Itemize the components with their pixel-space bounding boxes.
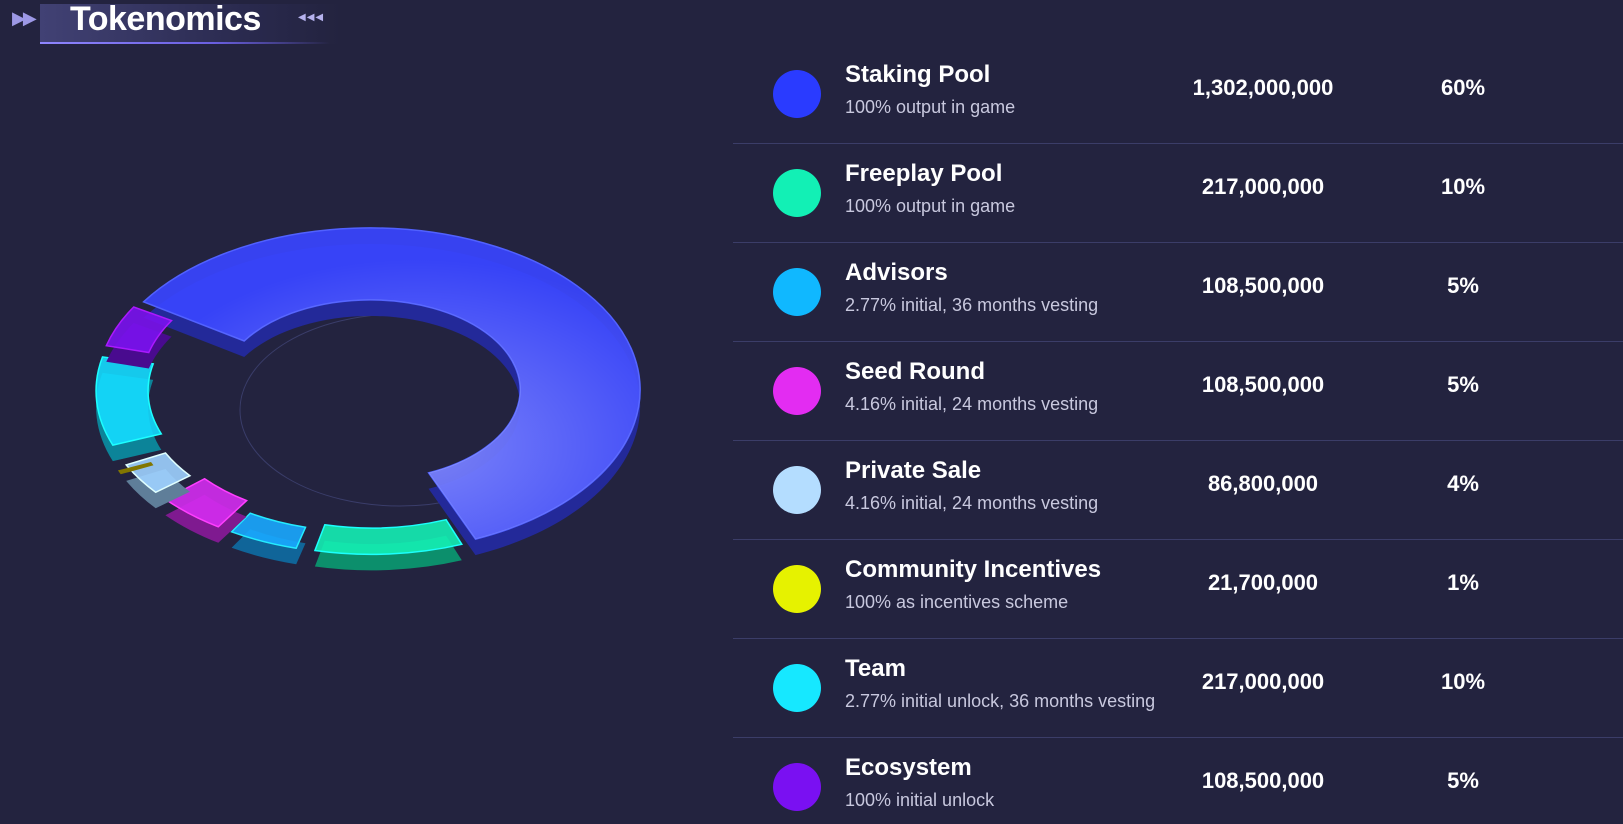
allocation-row: Private Sale 4.16% initial, 24 months ves… bbox=[733, 441, 1623, 540]
chart-slice bbox=[95, 356, 163, 462]
allocation-description: 100% initial unlock bbox=[845, 790, 995, 810]
slice-top bbox=[230, 512, 307, 550]
allocation-name: Seed Round bbox=[845, 358, 986, 385]
allocation-description: 100% as incentives scheme bbox=[845, 592, 1069, 612]
color-dot-icon bbox=[773, 169, 821, 217]
chart-slice bbox=[124, 452, 192, 509]
section-header: ▶▶ Tokenomics ◀◀◀ bbox=[0, 0, 340, 46]
color-dot-icon bbox=[773, 466, 821, 514]
allocation-amount: 1,302,000,000 bbox=[1192, 75, 1334, 100]
allocation-row: Ecosystem 100% initial unlock 108,500,000 5… bbox=[733, 738, 1623, 824]
allocation-amount: 108,500,000 bbox=[1201, 372, 1325, 397]
allocation-description: 2.77% initial, 36 months vesting bbox=[845, 295, 1099, 315]
allocation-description: 4.16% initial, 24 months vesting bbox=[845, 394, 1099, 414]
allocation-percent: 10% bbox=[1440, 669, 1486, 694]
allocation-name: Advisors bbox=[845, 259, 948, 286]
page-title: Tokenomics bbox=[70, 0, 261, 38]
allocation-description: 2.77% initial unlock, 36 months vesting bbox=[845, 691, 1156, 711]
allocation-donut-chart bbox=[95, 227, 641, 571]
allocation-amount: 217,000,000 bbox=[1201, 669, 1325, 694]
allocation-percent: 1% bbox=[1447, 570, 1479, 595]
allocation-percent: 5% bbox=[1447, 768, 1479, 793]
chart-slice bbox=[313, 518, 464, 571]
allocation-table: Staking Pool 100% output in game 1,302,000… bbox=[733, 45, 1623, 824]
slice-highlight bbox=[143, 227, 641, 540]
color-dot-icon bbox=[773, 367, 821, 415]
allocation-percent: 5% bbox=[1447, 273, 1479, 298]
color-dot-icon bbox=[773, 268, 821, 316]
allocation-name: Ecosystem bbox=[845, 754, 972, 781]
allocation-description: 100% output in game bbox=[845, 196, 1016, 216]
allocation-description: 100% output in game bbox=[845, 97, 1016, 117]
allocation-row: Community Incentives 100% as incentives s… bbox=[733, 540, 1623, 639]
allocation-percent: 4% bbox=[1447, 471, 1479, 496]
allocation-amount: 86,800,000 bbox=[1207, 471, 1319, 496]
slice-side bbox=[117, 462, 154, 475]
slice-top bbox=[124, 452, 192, 494]
chart-slice bbox=[230, 512, 307, 565]
allocation-description: 4.16% initial, 24 months vesting bbox=[845, 493, 1099, 513]
allocation-name: Community Incentives bbox=[845, 556, 1102, 583]
allocation-name: Staking Pool bbox=[845, 61, 991, 88]
allocation-row: Advisors 2.77% initial, 36 months vesting… bbox=[733, 243, 1623, 342]
color-dot-icon bbox=[773, 763, 821, 811]
slice-top bbox=[313, 518, 464, 556]
slice-top bbox=[105, 306, 173, 354]
allocation-amount: 108,500,000 bbox=[1201, 768, 1325, 793]
allocation-name: Team bbox=[845, 655, 906, 682]
header-underline bbox=[40, 42, 330, 44]
allocation-amount: 21,700,000 bbox=[1207, 570, 1319, 595]
triple-arrow-left-icon: ◀◀◀ bbox=[298, 12, 325, 23]
double-arrow-right-icon: ▶▶ bbox=[12, 8, 37, 29]
color-dot-icon bbox=[773, 565, 821, 613]
allocation-name: Private Sale bbox=[845, 457, 982, 484]
chart-slice bbox=[105, 306, 173, 369]
allocation-amount: 217,000,000 bbox=[1201, 174, 1325, 199]
allocation-row: Seed Round 4.16% initial, 24 months vesti… bbox=[733, 342, 1623, 441]
allocation-percent: 5% bbox=[1447, 372, 1479, 397]
allocation-amount: 108,500,000 bbox=[1201, 273, 1325, 298]
allocation-percent: 60% bbox=[1440, 75, 1486, 100]
allocation-row: Freeplay Pool 100% output in game 217,000,… bbox=[733, 144, 1623, 243]
allocation-row: Team 2.77% initial unlock, 36 months vest… bbox=[733, 639, 1623, 738]
slice-top bbox=[95, 356, 163, 446]
color-dot-icon bbox=[773, 70, 821, 118]
color-dot-icon bbox=[773, 664, 821, 712]
header-background bbox=[40, 4, 340, 44]
allocation-row: Staking Pool 100% output in game 1,302,000… bbox=[733, 45, 1623, 144]
allocation-percent: 10% bbox=[1440, 174, 1486, 199]
allocation-name: Freeplay Pool bbox=[845, 160, 1003, 187]
chart-slice bbox=[142, 227, 641, 556]
